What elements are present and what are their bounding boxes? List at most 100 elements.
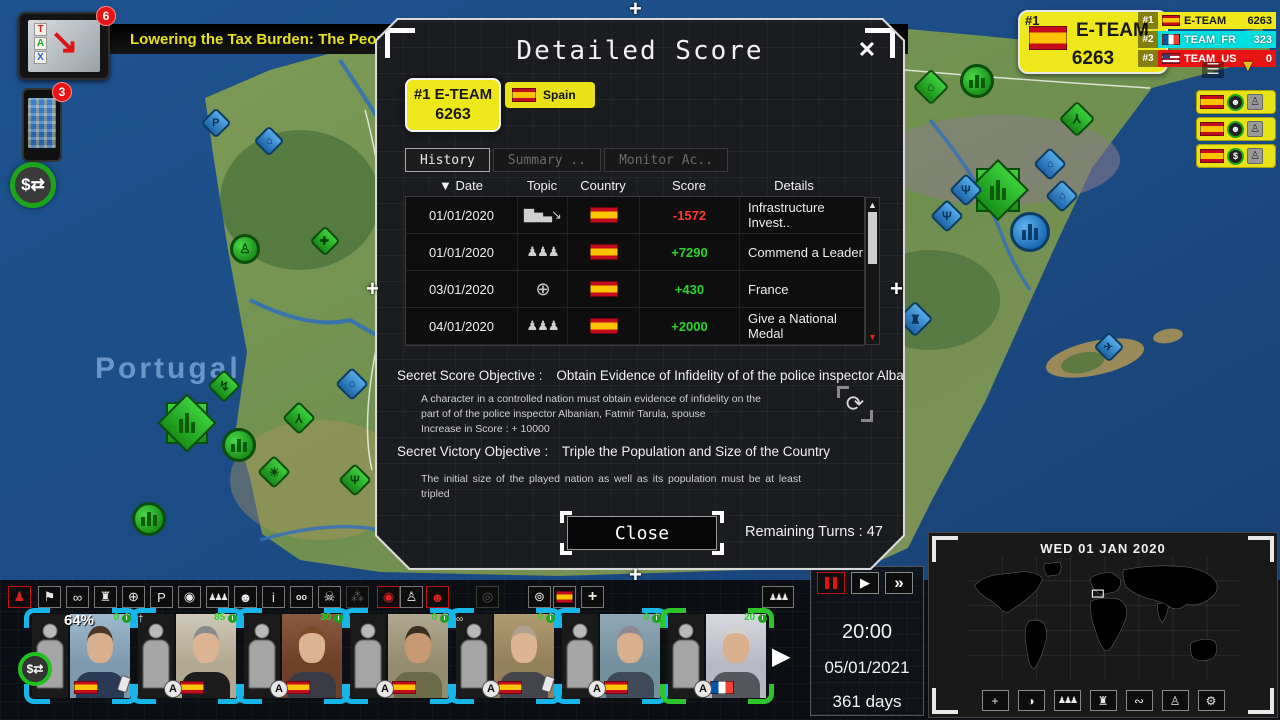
info-icon[interactable]: i xyxy=(262,586,285,608)
country-badge[interactable]: Spain xyxy=(505,82,595,108)
people-icon[interactable]: ♟♟♟ xyxy=(206,586,229,608)
people-medal-icon: ♟♟♟ xyxy=(518,308,568,344)
map-layers-icon[interactable]: ◑ xyxy=(1017,690,1045,711)
secret-score-objective: Secret Score Objective : Obtain Evidence… xyxy=(397,368,964,383)
leaders-icon[interactable]: ♙ xyxy=(1161,690,1189,711)
skull-icon[interactable]: ☠ xyxy=(318,586,341,608)
settings-gear-icon[interactable]: ⚙ xyxy=(1197,690,1225,711)
game-date: 05/01/2021 xyxy=(824,658,910,677)
location-pin-icon[interactable]: ◉ xyxy=(377,586,400,608)
refresh-objective-icon[interactable]: ⟳ xyxy=(837,386,873,422)
crosshair-marker: + xyxy=(629,0,642,21)
agent-mission-badge[interactable]: ☻ ♙ xyxy=(1196,117,1276,141)
scroll-down-icon[interactable]: ▼ xyxy=(868,332,877,342)
character-mode-icon[interactable]: ♟ xyxy=(8,586,31,608)
table-scrollbar[interactable]: ▲ ▼ xyxy=(865,197,880,345)
map-person-icon[interactable]: ♙ xyxy=(230,234,260,264)
balaclava-icon[interactable]: ☻ xyxy=(234,586,257,608)
character-card[interactable]: 2 0 i A P. De la Ta xyxy=(554,608,668,704)
center-view-icon[interactable]: + xyxy=(981,690,1009,711)
people-medal-icon: ♟♟♟ xyxy=(518,234,568,270)
character-card[interactable]: 2 ∞ 0 i A G. Codetes xyxy=(448,608,562,704)
globe-icon[interactable]: ⊕ xyxy=(122,586,145,608)
spy-mask-icon[interactable]: ∞ xyxy=(66,586,89,608)
token-icon: i xyxy=(228,614,237,623)
dialog-title: Detailed Score xyxy=(516,36,764,66)
detailed-score-dialog: Detailed Score ✕ #1 E-TEAM 6263 Spain Hi… xyxy=(375,18,905,570)
secret-score-description: A character in a controlled nation must … xyxy=(421,393,761,436)
leaderboard-row[interactable]: #3 TEAM_US 0 xyxy=(1138,50,1276,67)
player-score-badge[interactable]: #1 E-TEAM 6263 xyxy=(1018,10,1168,74)
leaderboard-row[interactable]: #1 E-TEAM 6263 xyxy=(1138,12,1276,29)
minimap-panel[interactable]: WED 01 JAN 2020 + ◑ ♟♟♟ ♜ ∾ xyxy=(928,532,1278,718)
character-card[interactable]: 2 0 i A G. Chizaquez xyxy=(342,608,456,704)
money-mission-icon[interactable]: $⇄ xyxy=(18,652,52,686)
character-card[interactable]: 20 i A A. Legrais xyxy=(660,608,774,704)
phone-icon[interactable] xyxy=(22,88,62,162)
spain-flag-toolbar-icon[interactable] xyxy=(553,586,576,608)
agent-mission-badge[interactable]: ☻ ♙ xyxy=(1196,90,1276,114)
agent-portrait-icon: ♙ xyxy=(1247,148,1263,164)
character-card[interactable]: † 85 i A V. Lopez xyxy=(130,608,244,704)
police-shield-icon[interactable]: P xyxy=(150,586,173,608)
tab-summary[interactable]: Summary .. xyxy=(493,148,601,172)
population-icon[interactable]: ♟♟♟ xyxy=(1053,690,1081,711)
money-exchange-icon[interactable]: $⇄ xyxy=(10,162,56,208)
scroll-up-icon[interactable]: ▲ xyxy=(868,200,877,210)
table-row[interactable]: 01/01/2020 ♟♟♟ +7290 Commend a Leader xyxy=(406,234,864,271)
diplomacy-icon[interactable]: ∾ xyxy=(1125,690,1153,711)
map-economy-icon[interactable] xyxy=(1010,212,1050,252)
agent-mission-badge[interactable]: $ ♙ xyxy=(1196,144,1276,168)
table-header: ▼ Date Topic Country Score Details xyxy=(439,177,814,193)
flag-icon[interactable]: ⚑ xyxy=(38,586,61,608)
map-city-icon[interactable] xyxy=(976,168,1020,212)
token-icon: i xyxy=(440,614,449,623)
map-economy-icon[interactable] xyxy=(960,64,994,98)
military-icon[interactable]: ♜ xyxy=(1089,690,1117,711)
minimap-world[interactable] xyxy=(929,556,1279,680)
red-shield-icon[interactable]: ☻ xyxy=(426,586,449,608)
leaderboard-row[interactable]: #2 TEAM_FR 323 xyxy=(1138,31,1276,48)
table-row[interactable]: 03/01/2020 ⊕ +430 France xyxy=(406,271,864,308)
person-globe-icon[interactable]: ⊚ xyxy=(528,586,551,608)
group-icon[interactable]: ♟♟♟ xyxy=(762,586,794,608)
target-crosshair-icon[interactable]: ◎ xyxy=(476,586,499,608)
camera-icon[interactable]: ◉ xyxy=(178,586,201,608)
map-city-icon[interactable] xyxy=(132,502,166,536)
table-row[interactable]: 04/01/2020 ♟♟♟ +2000 Give a National Med… xyxy=(406,308,864,345)
collapse-arrow-icon[interactable]: ▼ xyxy=(1240,58,1256,75)
next-characters-icon[interactable]: ▶ xyxy=(772,643,791,670)
map-economy-icon[interactable] xyxy=(222,428,256,462)
play-icon[interactable]: ▶ xyxy=(851,572,879,594)
character-card[interactable]: 2 64% 0 i $⇄ P. Salinas xyxy=(18,608,138,704)
team-name: E-TEAM xyxy=(1076,20,1149,41)
scrollbar-thumb[interactable] xyxy=(868,212,877,264)
fast-forward-icon[interactable]: » xyxy=(885,572,913,594)
close-button[interactable]: Close xyxy=(567,516,717,550)
handcuffs-icon[interactable]: oo xyxy=(290,586,313,608)
close-icon[interactable]: ✕ xyxy=(857,37,877,62)
dialog-corner-bracket xyxy=(865,28,895,58)
person-icon[interactable]: ♙ xyxy=(400,586,423,608)
sort-icon[interactable]: ▼ xyxy=(439,177,452,193)
map-city-icon[interactable] xyxy=(166,402,208,444)
minimap-viewport-rect xyxy=(1091,589,1104,598)
spain-flag-icon xyxy=(180,681,204,694)
tank-icon[interactable]: ♜ xyxy=(94,586,117,608)
menu-icon[interactable]: ☰ xyxy=(1202,62,1224,78)
character-card[interactable]: 30 i A L. Salinas xyxy=(236,608,350,704)
dialog-corner-bracket xyxy=(385,28,415,58)
pause-icon[interactable] xyxy=(817,572,845,594)
spain-flag-icon xyxy=(1162,15,1180,26)
network-icon[interactable]: ⁂ xyxy=(346,586,369,608)
minimap-toolbar: + ◑ ♟♟♟ ♜ ∾ ♙ ⚙ xyxy=(929,690,1277,711)
add-icon[interactable]: + xyxy=(581,586,604,608)
table-row[interactable]: 01/01/2020 ▇▅▃↘ -1572 Infrastructure Inv… xyxy=(406,197,864,234)
score-table: ▼ Date Topic Country Score Details 01/01… xyxy=(405,174,865,346)
tab-history[interactable]: History xyxy=(405,148,490,172)
spain-flag-icon xyxy=(604,681,628,694)
tab-monitor[interactable]: Monitor Ac.. xyxy=(604,148,728,172)
